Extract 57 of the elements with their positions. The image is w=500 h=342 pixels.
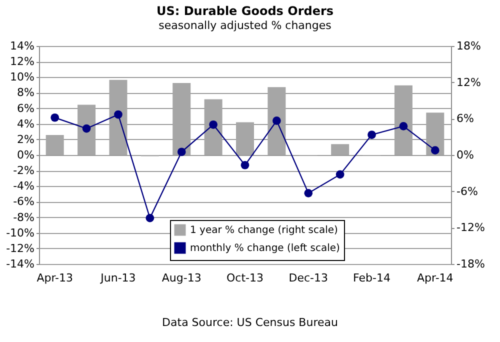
y-tick-label: -6% <box>13 195 34 208</box>
point <box>240 160 250 170</box>
legend-label: monthly % change (left scale) <box>190 243 340 254</box>
y-tick-label: 6% <box>17 102 34 115</box>
y2-tick-label: 18% <box>456 40 481 52</box>
point <box>114 110 122 119</box>
y-tick-label: -10% <box>6 226 34 240</box>
point <box>209 120 218 129</box>
x-tick-label: Jun-13 <box>100 272 136 284</box>
bar <box>78 104 96 155</box>
chart-title: US: Durable Goods Orders <box>156 4 334 18</box>
y-tick-label: 14% <box>10 40 34 52</box>
point <box>304 188 313 198</box>
point <box>82 124 91 133</box>
bar <box>172 82 191 155</box>
y2-tick-label: -6% <box>456 184 478 198</box>
bar <box>268 87 286 155</box>
point <box>177 148 186 156</box>
y2-tick-label: 12% <box>456 76 481 89</box>
y-tick-label: 10% <box>10 70 34 84</box>
y-tick-label: -2% <box>13 164 34 178</box>
bar <box>236 122 254 155</box>
bar <box>46 135 64 155</box>
y-tick-label: -14% <box>6 258 34 270</box>
y2-tick-label: -18% <box>456 258 485 270</box>
chart-subtitle: seasonally adjusted % changes <box>158 19 332 32</box>
y-tick-label: 8% <box>17 86 34 100</box>
y-tick-label: 0% <box>17 148 34 162</box>
y-tick-label: -12% <box>6 242 34 255</box>
point <box>399 122 408 130</box>
bar <box>331 144 350 155</box>
x-tick-label: Feb-14 <box>353 272 390 284</box>
y-tick-label: 4% <box>17 117 34 130</box>
x-tick-label: Aug-13 <box>162 272 202 284</box>
y2-tick-label: 0% <box>456 148 474 162</box>
point <box>146 214 154 222</box>
y-tick-label: -4% <box>13 180 34 193</box>
bar <box>204 99 222 155</box>
point <box>368 130 376 139</box>
y-tick-label: 12% <box>10 55 34 68</box>
bar <box>426 112 444 155</box>
y-tick-label: -8% <box>13 210 34 224</box>
y2-tick-label: 6% <box>456 112 474 126</box>
x-tick-label: Apr-14 <box>417 272 454 284</box>
source-note: Data Source: US Census Bureau <box>161 316 339 329</box>
bar <box>109 80 128 155</box>
y-tick-label: 2% <box>17 132 34 146</box>
point <box>336 170 344 179</box>
y2-tick-label: -12% <box>456 221 485 234</box>
legend-label: 1 year % change (right scale) <box>190 225 338 236</box>
bar <box>394 85 412 155</box>
x-tick-label: Apr-13 <box>36 272 73 284</box>
point <box>50 113 60 122</box>
point <box>272 116 281 125</box>
x-tick-label: Oct-13 <box>226 272 264 284</box>
point <box>430 146 440 155</box>
x-tick-label: Dec-13 <box>288 272 328 284</box>
